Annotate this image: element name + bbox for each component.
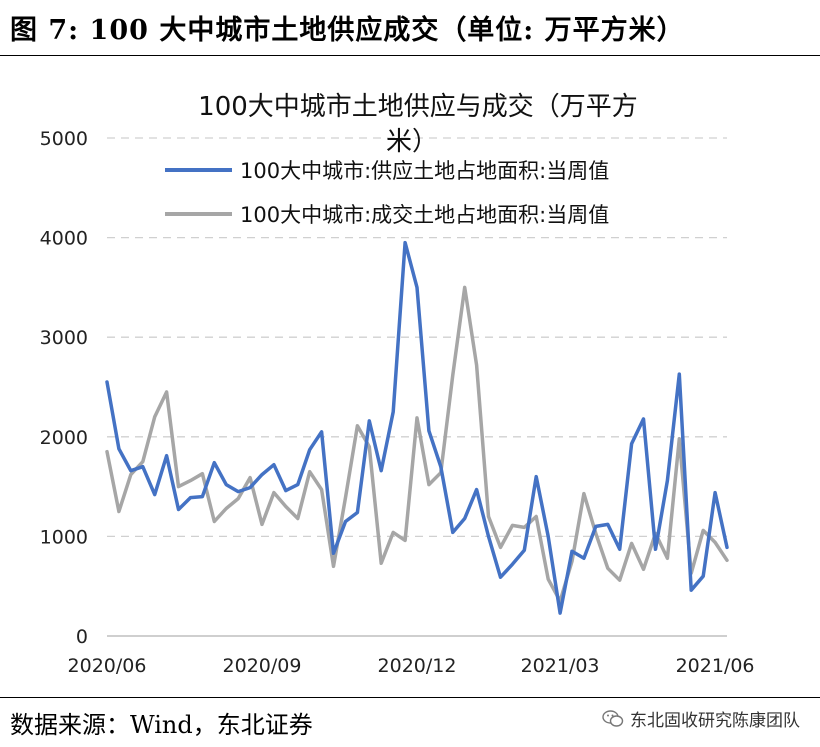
source-note: 数据来源：Wind，东北证券	[10, 711, 313, 739]
x-tick-label: 2020/09	[223, 655, 302, 677]
footer-rule	[0, 697, 820, 698]
y-tick-label: 0	[76, 626, 88, 648]
y-tick-label: 5000	[40, 128, 88, 150]
watermark-text: 东北固收研究陈康团队	[630, 711, 800, 731]
legend-label-transaction: 100大中城市:成交土地占地面积:当周值	[240, 203, 609, 227]
figure-header: 图 7: 100 大中城市土地供应成交（单位: 万平方米）	[10, 15, 685, 46]
series-lines	[105, 240, 729, 615]
gridlines	[107, 137, 727, 538]
x-tick-label: 2020/12	[378, 655, 457, 677]
header-rule	[0, 55, 820, 56]
line-chart: 0 1000 2000 3000 4000 5000 2020/06 2020/09 2020/…	[40, 92, 755, 677]
legend-label-supply: 100大中城市:供应土地占地面积:当周值	[240, 159, 609, 183]
x-tick-label: 2021/06	[676, 655, 755, 677]
legend: 100大中城市:供应土地占地面积:当周值 100大中城市:成交土地占地面积:当周值	[165, 159, 609, 227]
y-tick-label: 3000	[40, 327, 88, 349]
chart-title-line-1: 100大中城市土地供应与成交（万平方	[198, 92, 638, 122]
chart-title-line-2: 米）	[386, 127, 438, 157]
wechat-icon	[602, 709, 624, 727]
y-tick-label: 2000	[40, 427, 88, 449]
transaction-series-line	[105, 285, 729, 603]
x-tick-label: 2020/06	[68, 655, 147, 677]
x-tick-label: 2021/03	[521, 655, 600, 677]
supply-series-line	[105, 240, 729, 615]
y-tick-label: 1000	[40, 526, 88, 548]
axes: 0 1000 2000 3000 4000 5000 2020/06 2020/09 2020/…	[40, 128, 755, 677]
y-tick-label: 4000	[40, 228, 88, 250]
watermark: 东北固收研究陈康团队	[602, 706, 800, 731]
